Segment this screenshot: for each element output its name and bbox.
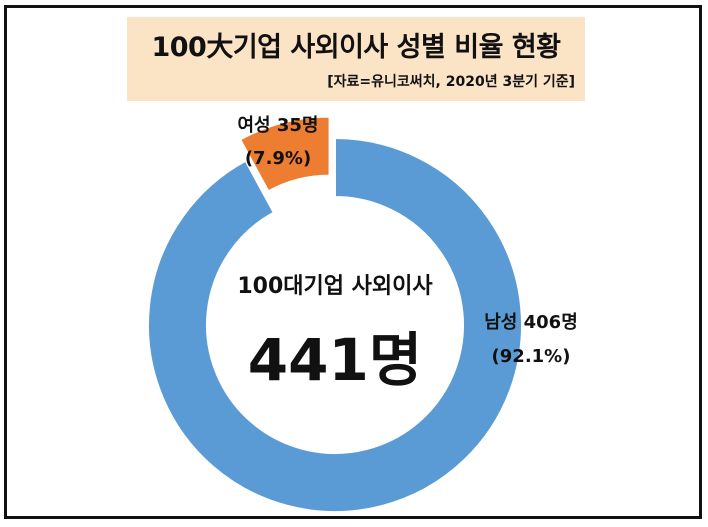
chart-title: 100大기업 사외이사 성별 비율 현황 (151, 32, 561, 63)
slice-label-female: 여성 35명 (238, 115, 319, 136)
center-total: 441명 (248, 326, 422, 394)
donut-slices (147, 115, 523, 513)
slice-female (238, 115, 331, 193)
slice-percent-female: (7.9%) (245, 148, 311, 169)
center-label: 100대기업 사외이사 (237, 274, 433, 299)
slice-male (147, 136, 523, 513)
source-note: [자료=유니코써치, 2020년 3분기 기준] (327, 74, 575, 90)
slice-label-male: 남성 406명 (484, 312, 578, 333)
title-box: 100大기업 사외이사 성별 비율 현황 [자료=유니코써치, 2020년 3분… (127, 17, 585, 101)
slice-percent-male: (92.1%) (492, 346, 571, 367)
